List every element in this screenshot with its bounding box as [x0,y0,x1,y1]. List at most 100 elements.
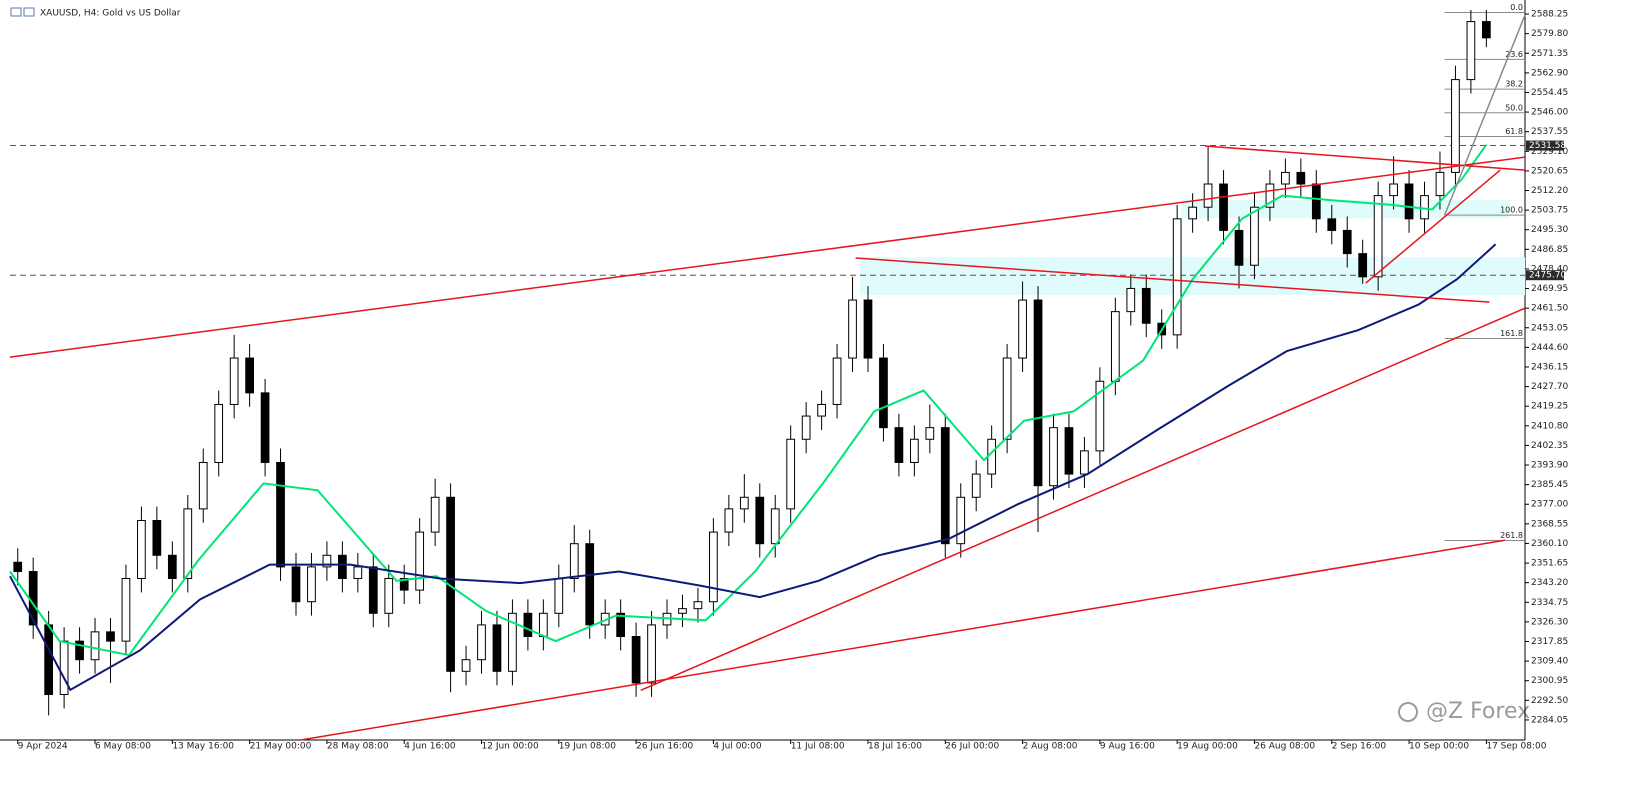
candle-body [276,461,285,568]
candle-body [90,631,100,661]
candle-body [1451,79,1460,173]
y-tick-label: 2520.65 [1531,166,1568,176]
candle-body [987,438,997,475]
price-tag-label: 2531.58 [1529,141,1566,151]
candle-body [755,496,765,545]
price-tag [1526,270,1564,281]
candle-body [1033,299,1043,487]
candle-body [121,577,131,642]
x-tick-label: 2 Sep 16:00 [1332,742,1387,752]
candle-body [1404,183,1414,220]
candle-body [1018,299,1027,359]
candle-body [1049,427,1058,487]
zone [860,257,1525,296]
y-tick-label: 2360.10 [1531,539,1568,549]
candle-body [229,357,239,405]
candle-body [152,519,162,556]
candle-body [1250,206,1259,266]
fib-label: 161.8 [1500,329,1523,338]
candle-body [786,438,796,510]
trendline [300,539,1506,741]
candle-body [724,508,734,533]
candle-body [368,566,378,614]
y-tick-label: 2529.10 [1531,147,1568,157]
candle-body [1466,21,1476,81]
candle-body [167,554,177,579]
candle-body [554,577,564,614]
candle-body [260,392,270,463]
y-tick-label: 2385.45 [1531,480,1568,490]
trendline [855,257,1490,303]
candle-body [879,357,888,429]
candle-body [307,566,316,603]
fib-label: 38.2 [1505,80,1523,89]
x-tick-label: 9 Aug 16:00 [1100,742,1155,752]
moving-average [9,144,1488,657]
x-tick-label: 10 Sep 00:00 [1409,742,1469,752]
candle-body [1265,183,1275,208]
y-tick-label: 2546.00 [1531,108,1568,118]
candle-body [477,624,486,661]
y-tick-label: 2562.90 [1531,68,1568,78]
candle-body [137,519,146,579]
y-tick-label: 2495.30 [1531,225,1568,235]
symbol-icon [10,7,35,17]
candle-body [245,357,254,394]
y-tick-label: 2478.40 [1531,264,1568,274]
x-tick-label: 12 Jun 00:00 [482,742,539,752]
y-tick-label: 2461.50 [1531,304,1568,314]
candle-body [322,554,332,568]
candle-body [13,561,23,573]
candle-body [1435,171,1445,197]
candle-body [801,415,811,440]
fib-label: 50.0 [1505,103,1523,112]
trendline [1365,169,1501,284]
candle-body [1327,218,1337,231]
candle-body [832,357,842,405]
price-tag [1526,140,1564,151]
x-tick-label: 4 Jul 00:00 [713,742,762,752]
candle-body [940,427,950,545]
y-tick-label: 2419.25 [1531,402,1568,412]
candle-body [971,473,981,498]
candle-body [1064,427,1074,475]
trendline [9,156,1526,358]
candle-body [106,631,115,642]
x-tick-label: 19 Aug 00:00 [1177,742,1238,752]
y-tick-label: 2571.35 [1531,49,1568,59]
candle-body [291,566,301,603]
y-tick-label: 2512.20 [1531,186,1568,196]
candle-body [1203,183,1213,208]
candle-body [538,612,548,638]
y-tick-label: 2486.85 [1531,245,1568,255]
x-tick-label: 6 May 08:00 [95,742,151,752]
y-tick-label: 2326.30 [1531,617,1568,627]
candle-body [678,608,687,614]
candle-body [569,543,579,579]
fib-label: 0.0 [1510,3,1523,12]
y-tick-label: 2284.05 [1531,715,1568,725]
x-tick-label: 26 Jul 00:00 [945,742,999,752]
candle-body [909,438,919,463]
x-tick-label: 19 Jun 08:00 [559,742,616,752]
price-tag-label: 2475.70 [1529,271,1566,281]
candle-body [415,531,425,591]
trendline [1204,145,1526,171]
candle-body [1110,311,1120,382]
candle-body [1219,183,1228,231]
y-tick-label: 2503.75 [1531,206,1568,216]
y-tick-label: 2453.05 [1531,323,1568,333]
candle-body [956,496,966,545]
candle-body [1281,171,1290,185]
x-tick-label: 26 Jun 16:00 [636,742,693,752]
fib-label: 261.8 [1500,531,1523,540]
candle-body [894,427,904,463]
y-tick-label: 2351.65 [1531,559,1568,569]
candle-body [214,403,224,463]
candle-body [709,531,718,603]
y-tick-label: 2343.20 [1531,578,1568,588]
candle-body [353,566,363,579]
candle-body [1080,450,1089,475]
